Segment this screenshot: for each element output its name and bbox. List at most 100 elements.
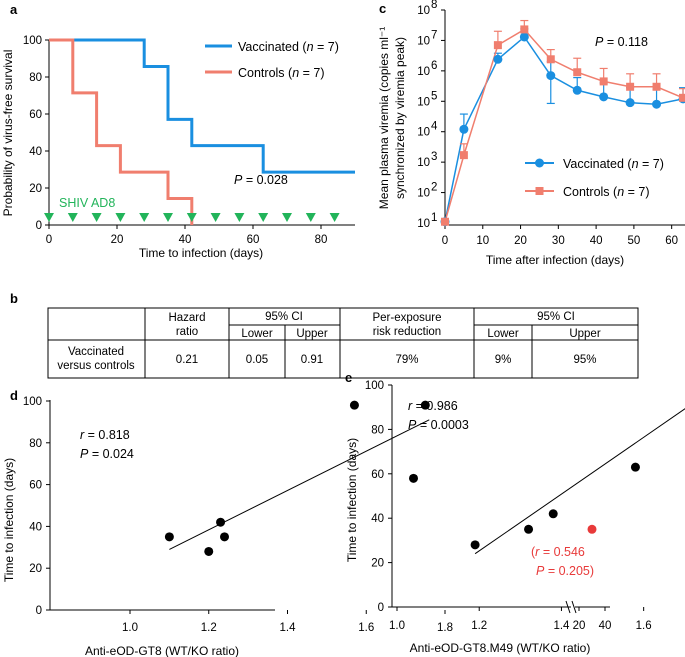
e-point [470,540,480,550]
e-fit-line [474,408,685,555]
a-x-tick-label: 40 [179,234,192,246]
survival-line-controls [49,38,194,225]
d-x-tick-label: 1.2 [201,622,217,634]
e-y-tick-label: 20 [371,558,384,570]
c-y-tick-label: 10 [417,157,430,169]
a-y-tick-label: 100 [23,35,42,47]
e-x-tick-label: 40 [599,620,612,632]
c-line-controls [444,28,684,222]
e-x-tick-label: 20 [573,620,586,632]
correlation-chart-gt8: 1.0 1.2 1.4 1.6 1.8 0 20 40 60 80 100 r = 0.818 P … [2,396,453,657]
challenge-marker [258,213,269,222]
c-point-controls [459,151,468,160]
c-point-vaccinated [519,32,529,42]
challenge-marker [186,213,197,222]
d-y-tick-label: 100 [23,396,42,408]
a-x-tick-label: 20 [111,234,124,246]
e-x-tick-label: 1.6 [636,620,652,632]
th-upper-1: Upper [296,328,327,340]
panel-label-d: d [10,388,18,403]
e-outlier-p-value: P = 0.205) [536,564,594,578]
c-x-tick-label: 0 [442,235,448,247]
e-y-tick-label: 60 [371,469,384,481]
c-x-tick-label: 40 [590,235,603,247]
a-x-label: Time to infection (days) [139,246,263,260]
td-rr-lower: 9% [495,354,512,366]
c-y-tick-label: 10 [417,66,430,78]
d-r-value: r = 0.818 [80,428,130,442]
c-y-label-line1: Mean plasma viremia (copies ml⁻¹ [377,27,391,209]
a-y-tick-label: 20 [29,183,42,195]
c-y-tick-exponent: 1 [431,212,437,224]
c-y-tick-label: 10 [417,218,430,230]
d-point [220,532,229,542]
th-hazard-ratio: Hazard [168,312,205,324]
c-x-tick-label: 20 [514,235,527,247]
d-x-label: Anti-eOD-GT8 (WT/KO ratio) [85,644,239,657]
legend-label-vaccinated: Vaccinated (n = 7) [238,40,339,54]
c-point-controls [599,77,608,86]
c-y-tick-label: 10 [417,127,430,139]
c-y-tick-exponent: 3 [431,151,437,163]
e-p-value: P = 0.0003 [408,418,469,432]
challenge-label: SHIV AD8 [59,196,115,210]
survival-chart: 0 20 40 60 80 0 20 40 60 80 100 SHIV AD8 Vaccinate… [1,35,355,260]
d-point [204,546,214,556]
c-p-value: P = 0.118 [595,35,648,49]
challenge-marker [163,213,173,222]
d-point [349,400,359,410]
a-x-tick-label: 80 [315,234,328,246]
e-y-tick-label: 40 [371,513,384,525]
e-outlier-point [587,524,597,534]
challenge-marker [234,213,245,222]
e-point [630,462,640,472]
c-point-vaccinated [459,124,469,134]
th-lower-2: Lower [487,328,518,340]
a-y-tick-label: 80 [29,72,42,84]
challenge-marker [282,213,292,222]
c-x-tick-label: 10 [476,235,489,247]
c-point-controls [626,82,635,91]
d-x-tick-label: 1.6 [358,622,374,634]
td-hazard-ratio: 0.21 [176,354,198,366]
c-point-controls [573,68,582,77]
d-y-label: Time to infection (days) [2,458,16,582]
survival-line-vaccinated [49,38,355,174]
c-y-tick-exponent: 4 [431,121,438,133]
c-point-vaccinated [493,54,503,64]
a-y-tick-label: 40 [29,146,42,158]
d-fit-line [169,419,430,550]
d-y-tick-label: 80 [29,438,42,450]
d-point [409,473,418,483]
a-p-value: P = 0.028 [234,173,288,187]
c-y-tick-exponent: 2 [431,182,437,194]
d-y-tick-label: 0 [36,605,42,617]
th-lower-1: Lower [241,328,272,340]
e-axis-break [571,600,577,614]
e-point [524,524,534,534]
c-point-vaccinated [625,98,635,108]
td-rr-upper: 95% [573,354,596,366]
c-point-controls [546,55,555,64]
d-x-tick-label: 1.0 [122,622,138,634]
correlation-chart-m49: 1.0 1.2 1.4 1.6 1.8 20 40 0 20 40 60 80 100 r = 0.98… [345,380,685,655]
e-x-tick-label: 1.2 [471,620,487,632]
d-y-tick-label: 60 [29,480,42,492]
row-label-2: versus controls [57,360,135,372]
c-point-vaccinated [546,71,556,81]
c-y-tick-label: 10 [417,5,430,17]
e-y-tick-label: 100 [365,380,384,392]
c-legend-label-vaccinated: Vaccinated (n = 7) [563,157,664,171]
c-point-vaccinated [599,92,609,102]
c-x-tick-label: 60 [665,235,678,247]
challenge-marker [210,213,221,222]
c-y-tick-exponent: 8 [431,0,437,11]
c-point-controls [679,93,685,102]
e-y-tick-label: 0 [378,602,384,614]
d-point [216,517,226,527]
c-y-tick-exponent: 5 [431,90,437,102]
td-hr-upper: 0.91 [301,354,323,366]
e-y-label: Time to infection (days) [345,438,359,562]
th-ci-1: 95% CI [265,311,303,323]
